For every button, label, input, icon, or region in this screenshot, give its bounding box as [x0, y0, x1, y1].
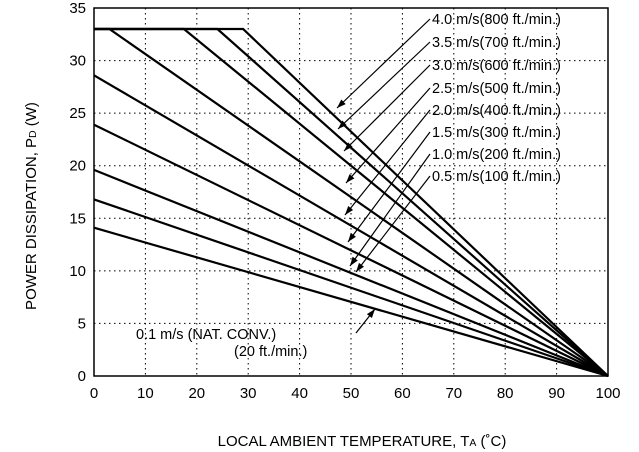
curve-label-3: 3.0 m/s(600 ft./min.): [432, 58, 561, 74]
leader-arrowhead: [350, 256, 358, 266]
curve-label-4: 2.5 m/s(500 ft./min.): [432, 81, 561, 97]
y-tick-label: 25: [69, 105, 86, 122]
axis-ticks: 0 10 20 30 40 50 60 70 80 90 100 0 5 10 15 20 25 30 35: [69, 0, 620, 402]
curve-label-2: 3.5 m/s(700 ft./min.): [432, 35, 561, 51]
x-tick-label: 70: [445, 385, 462, 402]
leader-line: [347, 131, 431, 243]
curve-label-9: 0.1 m/s (NAT. CONV.) (20 ft./min.): [136, 327, 307, 360]
leader-line: [336, 18, 431, 109]
leader-arrowhead: [337, 99, 346, 108]
curve-series-4: [94, 27, 609, 377]
leader-line: [337, 41, 431, 130]
x-tick-label: 90: [548, 385, 565, 402]
x-tick-label: 0: [90, 385, 98, 402]
y-tick-label: 15: [69, 210, 86, 227]
leader-line: [343, 64, 431, 152]
curve-label-5: 2.0 m/s(400 ft./min.): [432, 103, 561, 119]
x-tick-label: 20: [188, 385, 205, 402]
curve-label-7: 1.0 m/s(200 ft./min.): [432, 147, 561, 163]
curve-series-7: [93, 168, 609, 378]
curve-label-1: 4.0 m/s(800 ft./min.): [432, 12, 561, 28]
curve-series-9: [93, 226, 609, 378]
plot-frame: [93, 7, 609, 377]
y-axis-title: POWER DISSIPATION, PD (W): [23, 102, 40, 310]
x-tick-label: 80: [497, 385, 514, 402]
curve-series-8: [93, 198, 609, 378]
curve-labels: 4.0 m/s(800 ft./min.) 3.5 m/s(700 ft./min…: [136, 12, 561, 360]
y-tick-label: 30: [69, 53, 86, 70]
curve-series-5: [93, 74, 609, 377]
y-tick-label: 0: [78, 368, 86, 385]
leader-line: [344, 109, 431, 216]
y-tick-label: 5: [78, 315, 86, 332]
x-tick-label: 30: [240, 385, 257, 402]
x-tick-label: 50: [343, 385, 360, 402]
x-tick-label: 10: [137, 385, 154, 402]
leader-arrowhead: [345, 206, 354, 215]
leader-arrowhead: [348, 232, 356, 242]
curve-label-6: 1.5 m/s(300 ft./min.): [432, 125, 561, 141]
x-tick-label: 60: [394, 385, 411, 402]
leader-arrowhead: [346, 174, 355, 183]
x-axis-title: LOCAL AMBIENT TEMPERATURE, TA (˚C): [218, 433, 507, 450]
y-tick-label: 20: [69, 158, 86, 175]
y-tick-label: 10: [69, 263, 86, 280]
y-tick-label: 35: [69, 0, 86, 17]
leader-line: [345, 87, 431, 184]
curve-series-6: [93, 123, 609, 377]
leader-arrowhead: [344, 142, 353, 151]
leader-line: [355, 175, 431, 273]
x-tick-label: 100: [595, 385, 620, 402]
curves: [93, 27, 609, 378]
curve-label-8: 0.5 m/s(100 ft./min.): [432, 169, 561, 185]
leader-line: [349, 153, 431, 267]
x-tick-label: 40: [291, 385, 308, 402]
leader-arrowhead: [338, 120, 347, 129]
leader-arrowhead: [366, 309, 375, 318]
leader-arrowhead: [356, 262, 364, 272]
curve-series-3: [94, 27, 609, 377]
